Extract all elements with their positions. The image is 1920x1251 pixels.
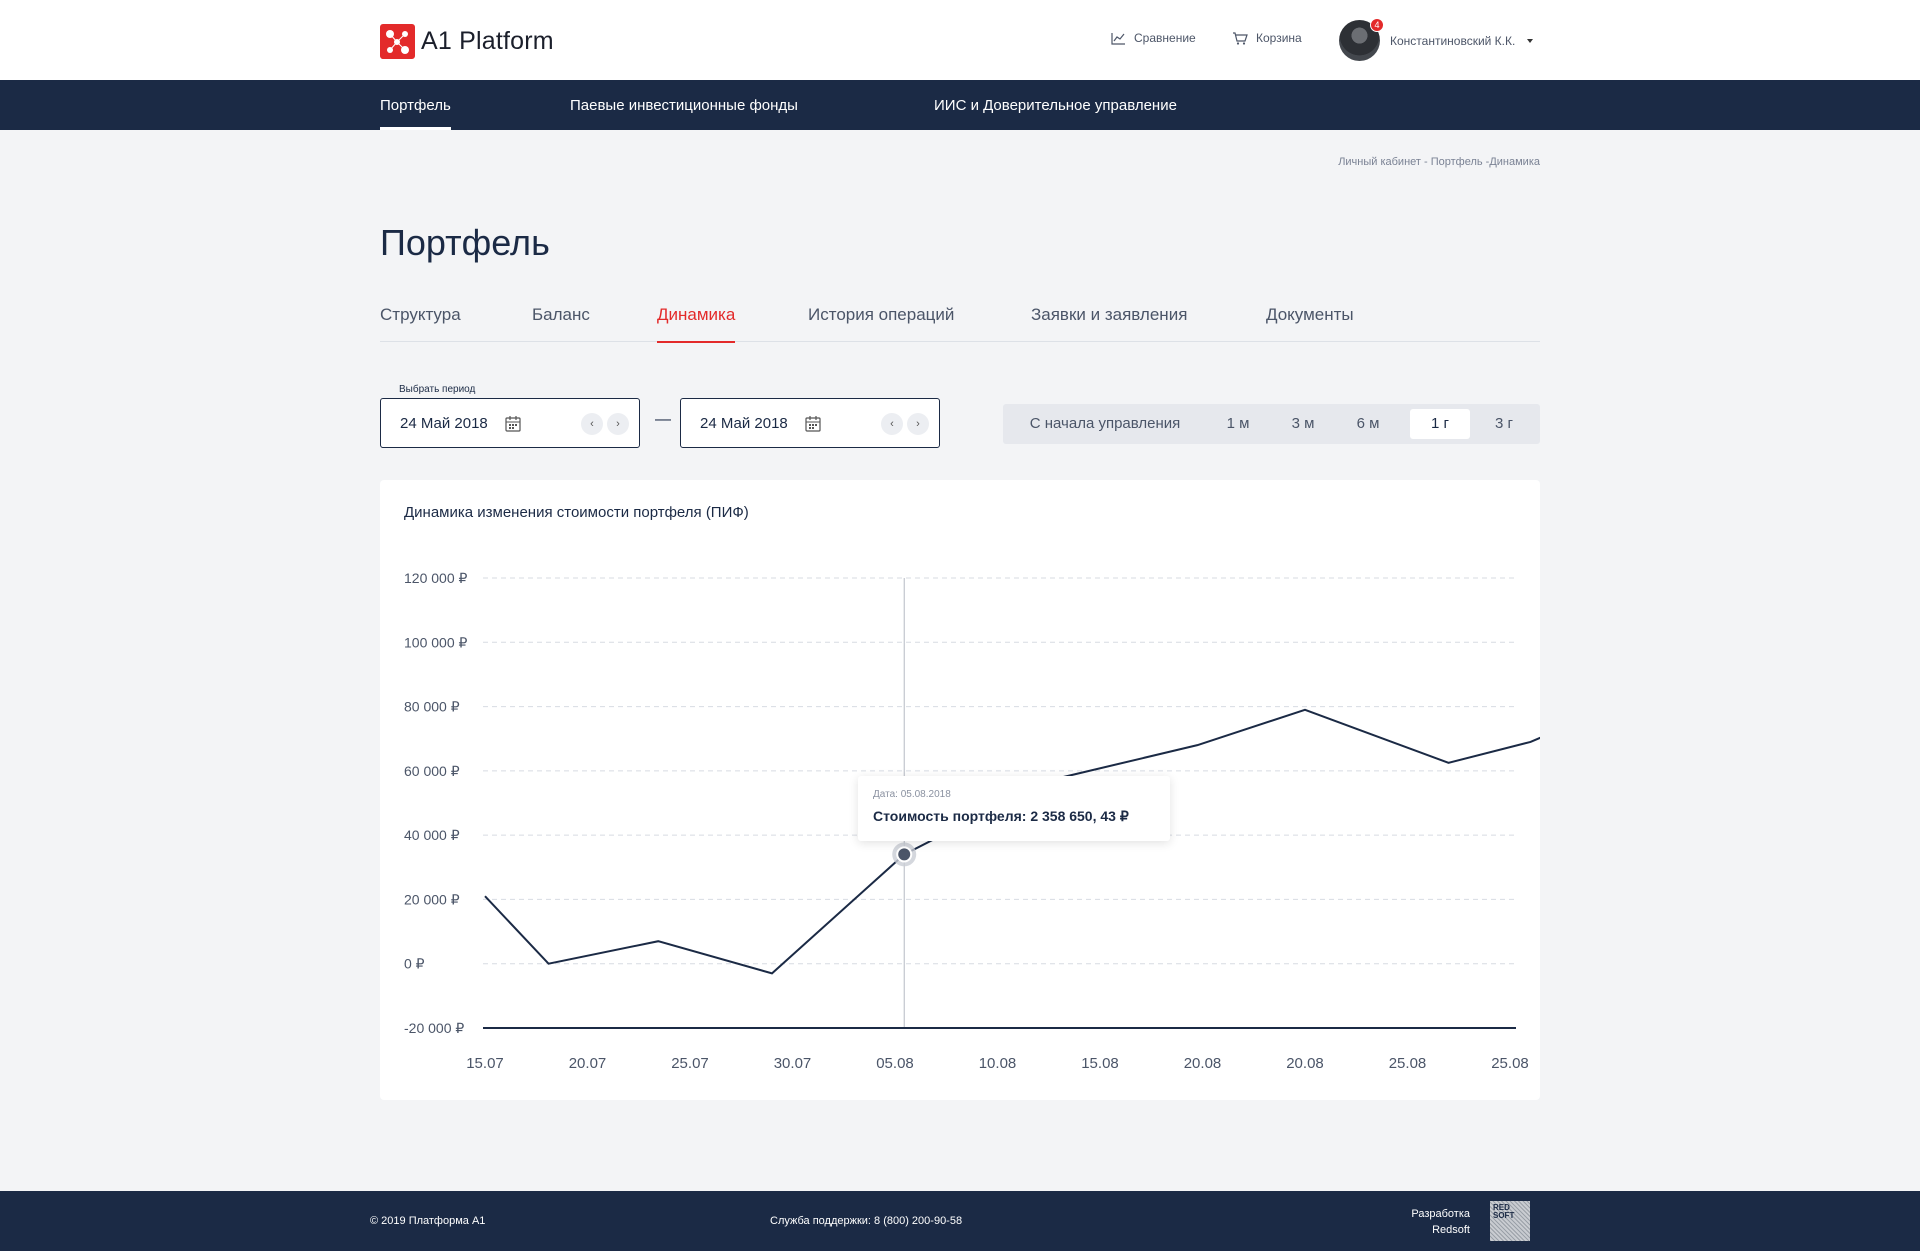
tab-documents[interactable]: Документы <box>1266 305 1354 324</box>
nav-item-funds[interactable]: Паевые инвестиционные фонды <box>570 97 798 114</box>
chevron-right-icon[interactable]: › <box>607 413 629 435</box>
range-since-start[interactable]: С начала управления <box>1029 415 1181 432</box>
nav-item-portfolio[interactable]: Портфель <box>380 97 451 130</box>
range-1m[interactable]: 1 м <box>1226 415 1250 432</box>
tooltip-date: Дата: 05.08.2018 <box>873 789 951 800</box>
brand-logo[interactable]: A1 Platform <box>380 24 554 59</box>
chevron-down-icon[interactable] <box>1527 38 1534 43</box>
tab-structure[interactable]: Структура <box>380 305 461 324</box>
chevron-left-icon[interactable]: ‹ <box>881 413 903 435</box>
brand-name: A1 Platform <box>421 27 554 55</box>
x-tick-label: 25.08 <box>1389 1055 1427 1072</box>
chart-icon <box>1111 32 1125 45</box>
chevron-left-icon[interactable]: ‹ <box>581 413 603 435</box>
footer-developer: Разработка Redsoft <box>1411 1206 1470 1238</box>
nav-item-iis[interactable]: ИИС и Доверительное управление <box>934 97 1177 114</box>
logo-icon <box>380 24 415 59</box>
cart-link[interactable]: Корзина <box>1232 31 1302 45</box>
x-tick-label: 05.08 <box>876 1055 914 1072</box>
y-tick-label: 60 000 ₽ <box>404 763 460 779</box>
top-header: A1 Platform Сравнение Корзина 4 Констант… <box>0 0 1920 80</box>
chart-tooltip: Дата: 05.08.2018 Стоимость портфеля: 2 3… <box>858 776 1170 841</box>
date-to-value: 24 Май 2018 <box>700 415 788 432</box>
footer: © 2019 Платформа А1 Служба поддержки: 8 … <box>0 1191 1920 1251</box>
x-tick-label: 25.07 <box>671 1055 709 1072</box>
y-tick-label: -20 000 ₽ <box>404 1020 464 1036</box>
range-6m[interactable]: 6 м <box>1356 415 1380 432</box>
y-tick-label: 0 ₽ <box>404 956 425 972</box>
footer-support: Служба поддержки: 8 (800) 200-90-58 <box>770 1215 963 1227</box>
y-tick-label: 80 000 ₽ <box>404 699 460 715</box>
y-tick-label: 120 000 ₽ <box>404 570 467 586</box>
x-tick-label: 20.07 <box>569 1055 607 1072</box>
chart-title: Динамика изменения стоимости портфеля (П… <box>404 504 749 521</box>
range-1y[interactable]: 1 г <box>1410 409 1470 439</box>
compare-link[interactable]: Сравнение <box>1111 31 1196 45</box>
tab-history[interactable]: История операций <box>808 305 955 324</box>
compare-label: Сравнение <box>1134 31 1196 45</box>
date-to-field[interactable]: 24 Май 2018 ‹ › <box>680 398 940 448</box>
y-tick-label: 20 000 ₽ <box>404 891 460 907</box>
x-tick-label: 15.07 <box>466 1055 504 1072</box>
x-tick-label: 30.07 <box>774 1055 812 1072</box>
chart-card: Динамика изменения стоимости портфеля (П… <box>380 480 1540 1100</box>
x-tick-label: 20.08 <box>1286 1055 1324 1072</box>
hover-marker <box>896 846 913 863</box>
date-from-value: 24 Май 2018 <box>400 415 488 432</box>
breadcrumb: Личный кабинет - Портфель -Динамика <box>1338 156 1540 168</box>
avatar[interactable]: 4 <box>1339 18 1384 61</box>
tab-requests[interactable]: Заявки и заявления <box>1031 305 1188 324</box>
notification-badge[interactable]: 4 <box>1370 18 1384 32</box>
user-menu[interactable]: 4 Константиновский К.К. <box>1339 18 1534 61</box>
period-label: Выбрать период <box>399 384 476 395</box>
chevron-right-icon[interactable]: › <box>907 413 929 435</box>
tab-balance[interactable]: Баланс <box>532 305 590 324</box>
page-title: Портфель <box>380 222 550 263</box>
x-tick-label: 25.08 <box>1491 1055 1529 1072</box>
portfolio-tabs: Структура Баланс Динамика История операц… <box>380 301 1540 343</box>
footer-dev-label: Разработка <box>1411 1208 1470 1220</box>
x-tick-label: 20.08 <box>1184 1055 1222 1072</box>
user-name: Константиновский К.К. <box>1390 33 1516 48</box>
calendar-icon[interactable] <box>805 415 821 432</box>
y-tick-label: 40 000 ₽ <box>404 827 460 843</box>
y-tick-label: 100 000 ₽ <box>404 634 467 650</box>
footer-dev-name: Redsoft <box>1432 1224 1470 1236</box>
range-3y[interactable]: 3 г <box>1495 415 1513 432</box>
cart-icon <box>1233 31 1248 45</box>
cart-label: Корзина <box>1256 31 1302 45</box>
range-3m[interactable]: 3 м <box>1291 415 1315 432</box>
main-nav: Портфель Паевые инвестиционные фонды ИИС… <box>0 80 1920 130</box>
date-from-field[interactable]: 24 Май 2018 ‹ › <box>380 398 640 448</box>
x-tick-label: 10.08 <box>979 1055 1017 1072</box>
footer-copyright: © 2019 Платформа А1 <box>370 1215 486 1227</box>
tab-dynamics[interactable]: Динамика <box>657 305 736 343</box>
x-tick-label: 15.08 <box>1081 1055 1119 1072</box>
redsoft-logo[interactable]: RED SOFT <box>1490 1201 1530 1241</box>
tooltip-value: Стоимость портфеля: 2 358 650, 43 ₽ <box>873 808 1129 824</box>
date-separator: — <box>655 411 671 428</box>
calendar-icon[interactable] <box>505 415 521 432</box>
range-selector: С начала управления 1 м 3 м 6 м 1 г 3 г <box>1003 404 1540 444</box>
